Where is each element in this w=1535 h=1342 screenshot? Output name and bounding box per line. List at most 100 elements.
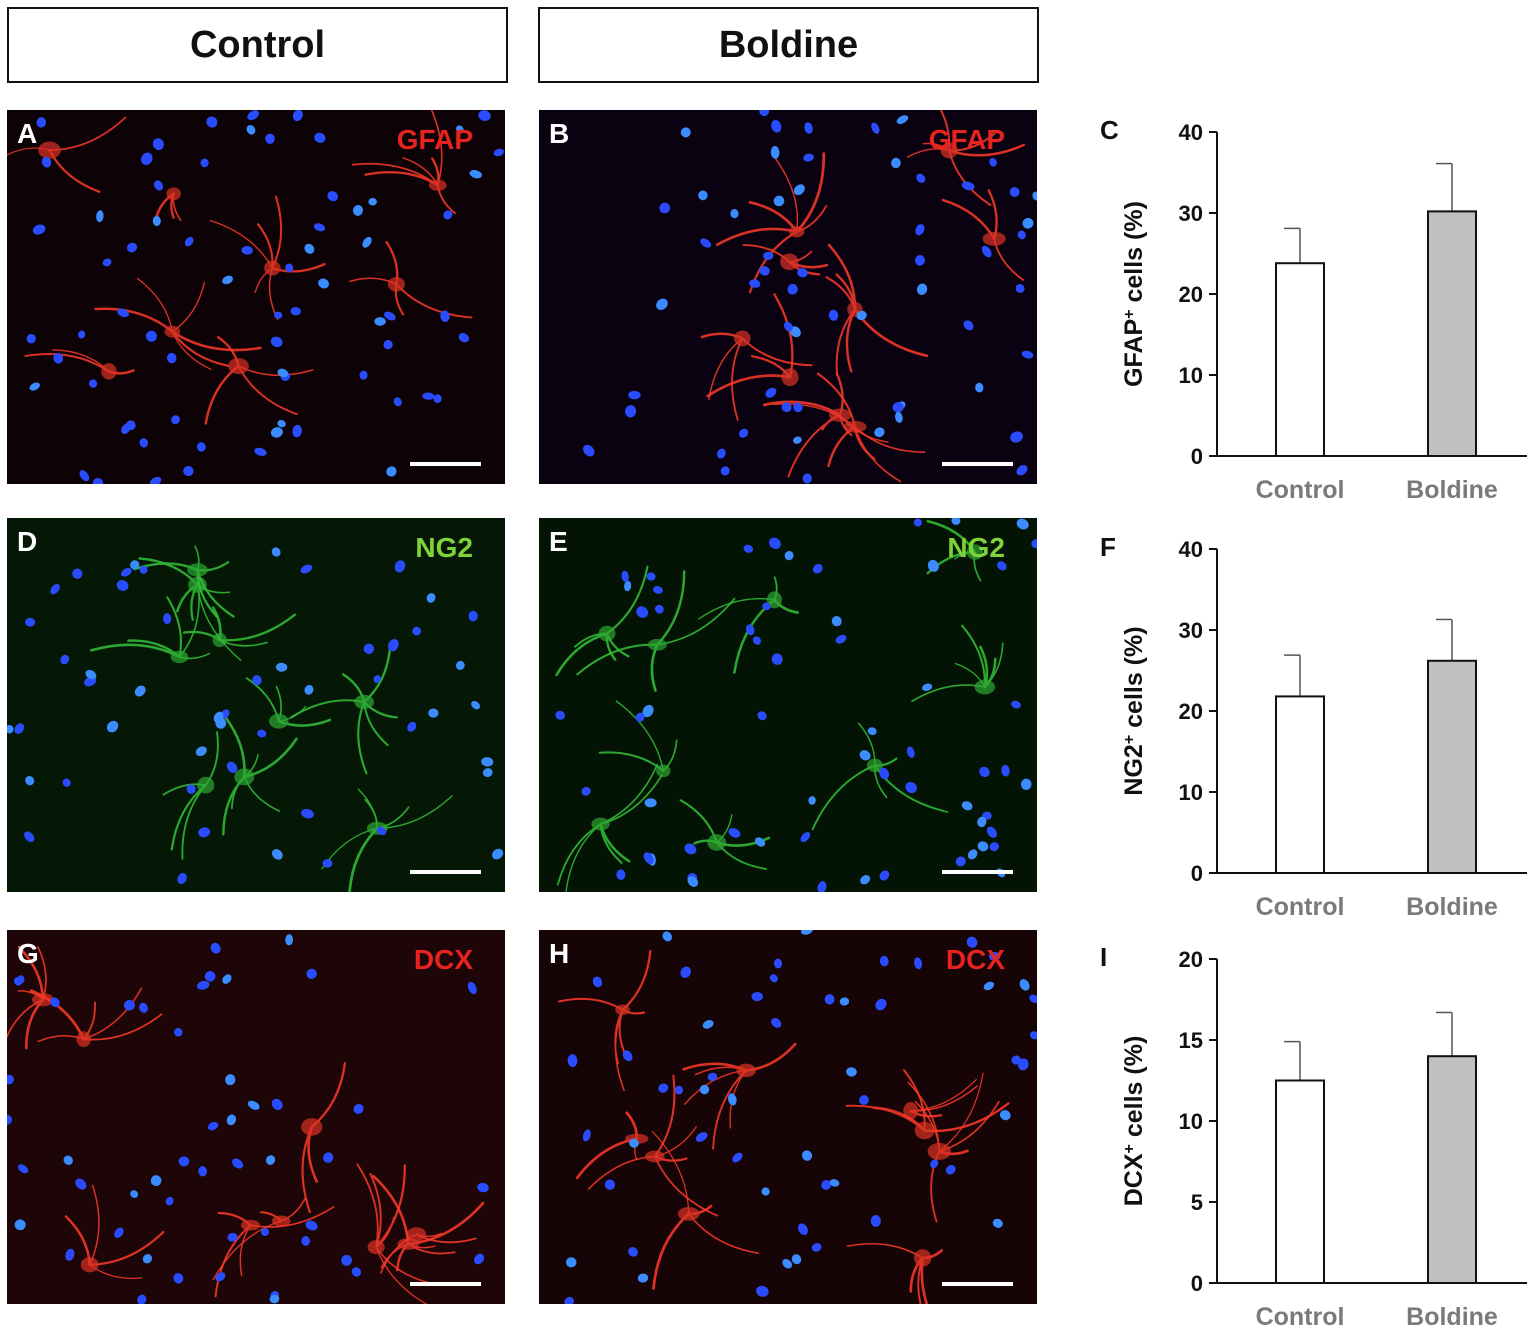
nucleus bbox=[114, 1227, 124, 1238]
nucleus bbox=[629, 1138, 639, 1148]
nucleus bbox=[207, 1121, 219, 1131]
nucleus bbox=[123, 999, 135, 1011]
bar-chart-svg: 0 5 10 15 20 DCX+ cells (%) Control Boldine bbox=[1120, 947, 1527, 1331]
nucleus bbox=[273, 311, 283, 319]
nucleus bbox=[756, 1285, 769, 1297]
nucleus bbox=[422, 392, 435, 400]
nucleus bbox=[765, 387, 777, 398]
nucleus bbox=[1016, 518, 1029, 530]
nucleus bbox=[759, 110, 770, 117]
nucleus bbox=[174, 1027, 183, 1037]
nucleus bbox=[874, 427, 885, 438]
nucleus bbox=[628, 1247, 638, 1257]
bar-boldine bbox=[1427, 659, 1477, 874]
y-tick-label: 30 bbox=[1179, 201, 1203, 226]
stained-cell bbox=[911, 624, 1004, 703]
nucleus bbox=[981, 245, 992, 258]
stained-cell bbox=[742, 244, 829, 276]
nucleus bbox=[773, 195, 785, 207]
nucleus bbox=[261, 1227, 270, 1237]
cell-field bbox=[7, 110, 505, 484]
stained-cell bbox=[706, 293, 799, 398]
nucleus bbox=[290, 307, 302, 316]
stained-cell bbox=[679, 799, 771, 870]
stained-cell bbox=[24, 349, 135, 380]
nucleus bbox=[751, 991, 763, 1002]
nucleus bbox=[967, 849, 978, 860]
nucleus bbox=[353, 1103, 364, 1114]
nucleus bbox=[352, 204, 364, 216]
nucleus bbox=[859, 1095, 869, 1105]
y-tick-label: 10 bbox=[1179, 780, 1203, 805]
panel-letter: G bbox=[17, 938, 39, 969]
stained-cell bbox=[716, 152, 828, 294]
nucleus bbox=[752, 636, 761, 645]
nucleus bbox=[828, 309, 839, 321]
nucleus bbox=[85, 669, 97, 680]
nucleus bbox=[635, 712, 645, 722]
nucleus bbox=[793, 402, 803, 413]
nucleus bbox=[793, 184, 805, 196]
chart-letter: F bbox=[1100, 532, 1116, 562]
nucleus bbox=[130, 560, 140, 570]
nucleus bbox=[152, 138, 164, 151]
nucleus bbox=[829, 1179, 840, 1187]
nucleus bbox=[913, 518, 922, 527]
y-tick-label: 20 bbox=[1179, 699, 1203, 724]
cell-field bbox=[557, 930, 1037, 1304]
nucleus bbox=[213, 711, 224, 723]
bar-chart-svg: 0 10 20 30 40 GFAP+ cells (%) Control Boldine bbox=[1120, 120, 1527, 504]
stained-cell bbox=[556, 763, 663, 892]
stained-cell bbox=[162, 731, 219, 860]
nucleus bbox=[592, 976, 603, 988]
nucleus bbox=[32, 224, 46, 235]
nucleus bbox=[285, 934, 294, 946]
stained-cell bbox=[356, 1163, 434, 1304]
bar-boldine bbox=[1427, 210, 1477, 457]
nucleus bbox=[301, 808, 314, 819]
nucleus bbox=[92, 477, 104, 484]
nucleus bbox=[655, 604, 664, 614]
stained-cell bbox=[7, 116, 127, 193]
nucleus bbox=[117, 308, 129, 318]
stained-cell bbox=[29, 987, 163, 1048]
marker-label: NG2 bbox=[947, 532, 1005, 563]
marker-label: GFAP bbox=[396, 124, 473, 155]
nucleus bbox=[1019, 979, 1030, 991]
nucleus bbox=[802, 473, 812, 484]
nucleus bbox=[653, 586, 663, 594]
nucleus bbox=[139, 565, 148, 574]
nucleus bbox=[275, 662, 288, 672]
nucleus bbox=[252, 675, 262, 686]
nucleus bbox=[684, 843, 697, 855]
nucleus bbox=[88, 379, 98, 388]
stained-cell bbox=[845, 1069, 1010, 1140]
nucleus bbox=[7, 1115, 12, 1125]
nucleus bbox=[16, 975, 25, 985]
stained-cell bbox=[94, 277, 262, 370]
micrograph-control-gfap: A GFAP bbox=[7, 110, 505, 484]
y-tick-label: 0 bbox=[1191, 861, 1203, 886]
bar-control bbox=[1275, 262, 1325, 457]
stained-cell bbox=[154, 187, 182, 222]
nucleus bbox=[313, 223, 326, 232]
stained-cell bbox=[576, 570, 736, 692]
nucleus bbox=[478, 110, 491, 121]
nucleus bbox=[292, 424, 302, 438]
nucleus bbox=[813, 563, 823, 574]
nucleus bbox=[811, 1243, 822, 1252]
stained-cell bbox=[906, 110, 1026, 207]
nucleus bbox=[761, 1187, 770, 1196]
nucleus bbox=[916, 173, 926, 183]
nucleus bbox=[977, 816, 987, 828]
nucleus bbox=[36, 117, 47, 128]
nucleus bbox=[222, 275, 233, 285]
nucleus bbox=[892, 402, 904, 413]
nucleus bbox=[265, 1155, 276, 1165]
stained-cell bbox=[301, 1062, 347, 1214]
nucleus bbox=[757, 711, 767, 721]
nucleus bbox=[227, 1233, 238, 1242]
nucleus bbox=[743, 544, 754, 553]
nucleus bbox=[801, 1150, 813, 1161]
stained-cell bbox=[825, 243, 929, 376]
